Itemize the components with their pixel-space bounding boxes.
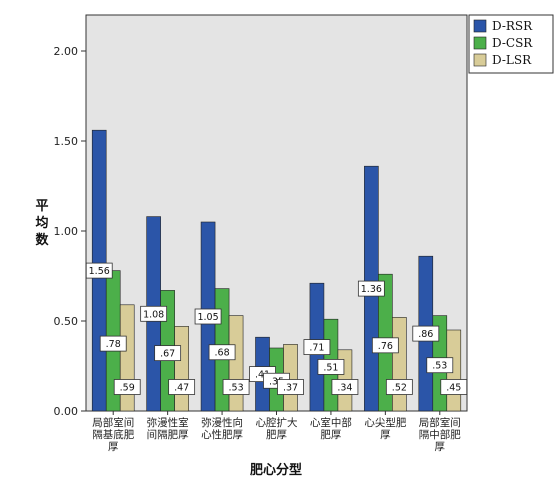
x-axis-labels: 局部室间隔基底肥厚弥漫性室间隔肥厚弥漫性向心性肥厚心腔扩大肥厚心室中部肥厚心尖型… (92, 411, 461, 453)
svg-text:.37: .37 (283, 383, 298, 394)
x-category-label-7: 局部室间隔中部肥厚 (419, 416, 461, 453)
legend-swatch-d-csr (473, 36, 487, 50)
svg-text:.71: .71 (309, 343, 324, 354)
svg-text:1.05: 1.05 (197, 312, 218, 323)
y-tick-label: 0.50 (54, 315, 79, 328)
y-axis: 0.00 0.50 1.00 1.50 2.00 (54, 45, 86, 418)
svg-text:.34: .34 (337, 383, 352, 394)
data-label-d-lsr-6: .52 (385, 379, 413, 395)
svg-text:.51: .51 (323, 362, 338, 373)
data-label-d-csr-6: .76 (371, 337, 399, 354)
y-tick-label: 0.00 (54, 405, 79, 418)
data-label-d-lsr-3: .53 (222, 379, 250, 395)
svg-text:.47: .47 (174, 383, 189, 394)
x-category-label-4: 心腔扩大肥厚 (256, 416, 298, 441)
legend: D-RSR D-CSR D-LSR (468, 14, 554, 74)
data-label-d-csr-7: .53 (426, 357, 454, 374)
data-label-d-lsr-1: .59 (113, 379, 141, 395)
x-category-label-5: 心室中部肥厚 (310, 416, 352, 441)
svg-text:1.36: 1.36 (361, 284, 382, 295)
legend-label-d-csr: D-CSR (492, 36, 533, 50)
x-category-label-3: 弥漫性向心性肥厚 (201, 416, 243, 441)
bars: 1.56 1.08 1.05 .41 .71 1.36 .86 .78 .67 .68 .35 .51… (85, 129, 468, 412)
bar-d-lsr-6 (392, 317, 407, 412)
svg-text:.53: .53 (432, 361, 447, 372)
svg-text:.78: .78 (106, 339, 121, 350)
legend-label-d-rsr: D-RSR (492, 19, 533, 33)
bar-d-lsr-2 (174, 326, 189, 412)
data-label-d-lsr-2: .47 (168, 379, 196, 395)
data-label-d-rsr-2: 1.08 (140, 305, 168, 322)
data-label-d-rsr-5: .71 (303, 339, 331, 356)
y-axis-title: 平均数 (35, 199, 49, 248)
svg-text:1.08: 1.08 (143, 309, 164, 320)
svg-text:.68: .68 (215, 348, 230, 359)
data-label-d-csr-2: .67 (154, 345, 182, 362)
y-tick-label: 2.00 (54, 45, 79, 58)
data-label-d-csr-1: .78 (99, 335, 127, 352)
data-label-d-rsr-1: 1.56 (85, 262, 113, 279)
svg-text:.45: .45 (446, 383, 461, 394)
legend-swatch-d-rsr (473, 19, 487, 33)
x-category-label-1: 局部室间隔基底肥厚 (92, 416, 134, 453)
data-label-d-lsr-4: .37 (277, 379, 304, 395)
y-tick-label: 1.00 (54, 225, 79, 238)
bar-d-lsr-1 (119, 304, 135, 412)
data-label-d-lsr-5: .34 (331, 379, 359, 395)
svg-text:1.56: 1.56 (89, 266, 110, 277)
data-label-d-csr-5: .51 (317, 359, 345, 375)
svg-text:.76: .76 (378, 341, 393, 352)
x-axis-title: 肥心分型 (250, 462, 302, 478)
data-label-d-lsr-7: .45 (440, 379, 468, 395)
x-category-label-6: 心尖型肥厚 (364, 416, 406, 441)
x-category-label-2: 弥漫性室间隔肥厚 (147, 416, 189, 441)
data-label-d-csr-3: .68 (208, 344, 236, 361)
svg-text:.53: .53 (229, 383, 244, 394)
svg-text:.86: .86 (418, 329, 433, 340)
svg-text:.59: .59 (120, 383, 135, 394)
svg-text:.35: .35 (269, 376, 284, 387)
legend-swatch-d-lsr (473, 53, 487, 67)
svg-text:.67: .67 (160, 349, 175, 360)
data-label-d-rsr-3: 1.05 (194, 308, 222, 325)
y-tick-label: 1.50 (54, 135, 79, 148)
data-label-d-rsr-7: .86 (412, 325, 440, 342)
legend-label-d-lsr: D-LSR (492, 53, 532, 67)
svg-text:.52: .52 (392, 383, 407, 394)
svg-text:.41: .41 (255, 370, 270, 381)
bar-d-lsr-3 (228, 315, 244, 412)
data-label-d-rsr-6: 1.36 (357, 280, 385, 297)
